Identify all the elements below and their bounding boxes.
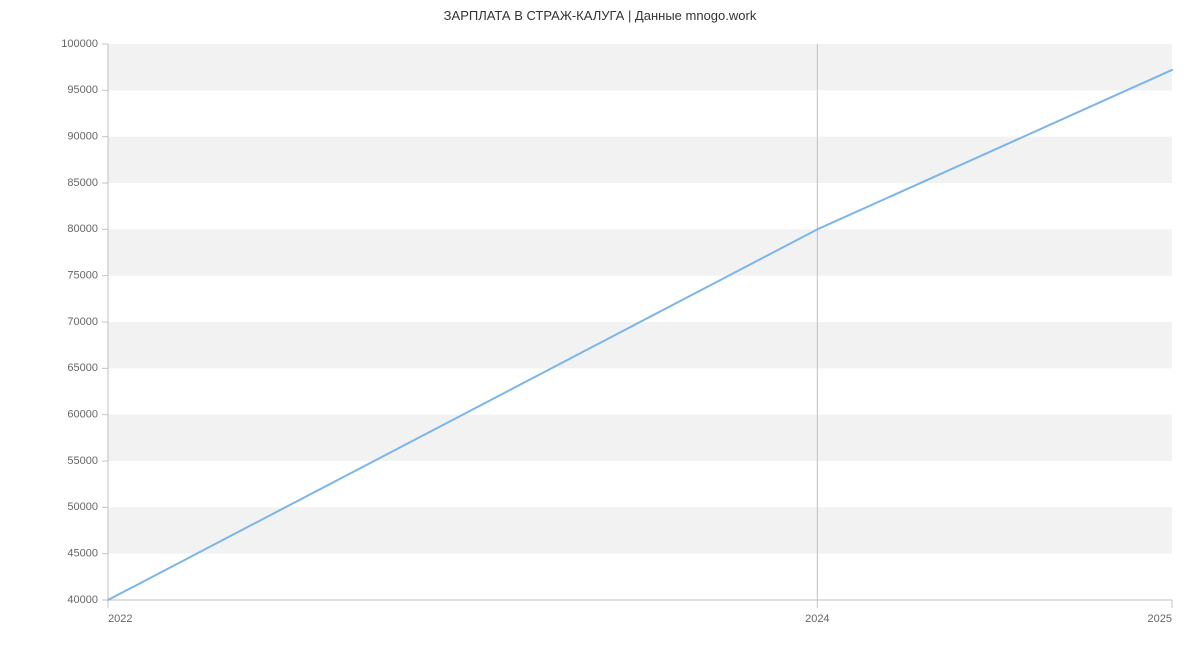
x-tick-label: 2025 xyxy=(1148,613,1172,625)
y-tick-label: 85000 xyxy=(67,177,98,189)
y-tick-label: 65000 xyxy=(67,362,98,374)
grid-band xyxy=(108,137,1172,183)
chart-title: ЗАРПЛАТА В СТРАЖ-КАЛУГА | Данные mnogo.w… xyxy=(444,8,757,23)
y-tick-label: 100000 xyxy=(61,38,98,50)
grid-band xyxy=(108,507,1172,553)
grid-band xyxy=(108,44,1172,90)
chart-container: 40000 45000 50000 55000 60000 65000 70000 75000… xyxy=(0,0,1200,650)
y-tick-label: 60000 xyxy=(67,409,98,421)
y-tick-label: 75000 xyxy=(67,270,98,282)
y-tick-label: 45000 xyxy=(67,548,98,560)
salary-line-chart: 40000 45000 50000 55000 60000 65000 70000 75000… xyxy=(0,0,1200,650)
grid-band xyxy=(108,415,1172,461)
grid-band xyxy=(108,322,1172,368)
y-tick-label: 70000 xyxy=(67,316,98,328)
y-tick-label: 80000 xyxy=(67,223,98,235)
y-tick-label: 95000 xyxy=(67,84,98,96)
grid-band xyxy=(108,229,1172,275)
y-tick-label: 55000 xyxy=(67,455,98,467)
y-tick-label: 50000 xyxy=(67,501,98,513)
x-tick-label: 2022 xyxy=(108,613,132,625)
x-tick-label: 2024 xyxy=(805,613,829,625)
y-tick-label: 90000 xyxy=(67,131,98,143)
y-tick-label: 40000 xyxy=(67,594,98,606)
